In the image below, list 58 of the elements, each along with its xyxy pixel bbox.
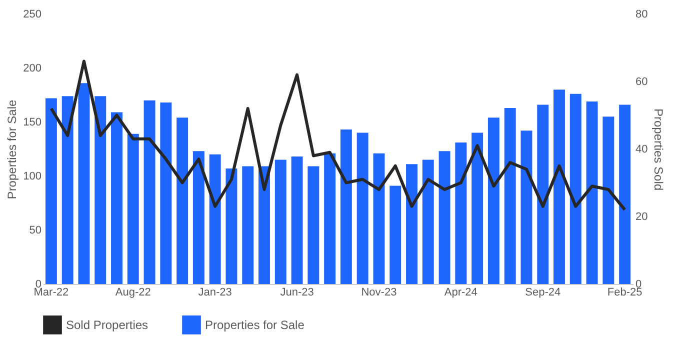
bar [554, 90, 565, 284]
bar [144, 100, 156, 284]
bar [308, 166, 320, 284]
y2-tick-label: 40 [636, 144, 648, 156]
y-axis-title: Properties for Sale [5, 99, 20, 200]
bar [504, 108, 516, 284]
x-tick-label: Mar-22 [34, 286, 69, 298]
y-tick-label: 150 [23, 116, 42, 128]
bar [94, 96, 106, 284]
y2-tick-label: 20 [636, 211, 648, 223]
bar [356, 132, 368, 284]
x-tick-label: Sep-24 [525, 286, 561, 298]
bar [160, 102, 172, 284]
bar [488, 118, 500, 284]
x-tick-label: Apr-24 [444, 286, 478, 298]
legend-label: Properties for Sale [205, 318, 305, 332]
bar [62, 96, 74, 284]
x-tick-label: Jan-23 [198, 286, 232, 298]
bar [586, 101, 598, 284]
bar [619, 104, 631, 284]
bar [390, 186, 402, 284]
x-tick-label: Feb-25 [607, 286, 642, 298]
bar [226, 168, 238, 284]
bar [324, 153, 336, 284]
bar [274, 160, 286, 284]
bar [78, 83, 90, 284]
legend-label: Sold Properties [66, 318, 148, 332]
bar [406, 164, 418, 284]
x-tick-label: Nov-23 [361, 286, 397, 298]
bar [291, 156, 303, 284]
bar [176, 118, 188, 284]
bar [472, 132, 484, 284]
y2-tick-label: 60 [636, 76, 648, 88]
y2-axis-title: Properties Sold [652, 108, 666, 191]
bar [438, 151, 450, 284]
y-tick-label: 200 [23, 62, 42, 74]
bar [242, 166, 254, 284]
bar [192, 151, 204, 284]
y-tick-label: 50 [29, 224, 42, 236]
y2-tick-label: 80 [636, 8, 648, 20]
x-tick-label: Aug-22 [115, 286, 151, 298]
bar [602, 116, 614, 284]
bar [209, 154, 221, 284]
bar [373, 153, 385, 284]
bar [111, 112, 122, 284]
y-tick-label: 250 [23, 8, 42, 20]
bar [127, 134, 139, 284]
bar [340, 130, 352, 284]
bar [422, 160, 434, 284]
x-tick-label: Jun-23 [280, 286, 314, 298]
bar [570, 94, 582, 284]
bar [537, 104, 549, 284]
line-series [50, 60, 626, 212]
bar [520, 130, 532, 284]
y-tick-label: 100 [23, 170, 42, 182]
bar [45, 98, 57, 284]
bar [455, 142, 467, 284]
bar [258, 166, 270, 284]
